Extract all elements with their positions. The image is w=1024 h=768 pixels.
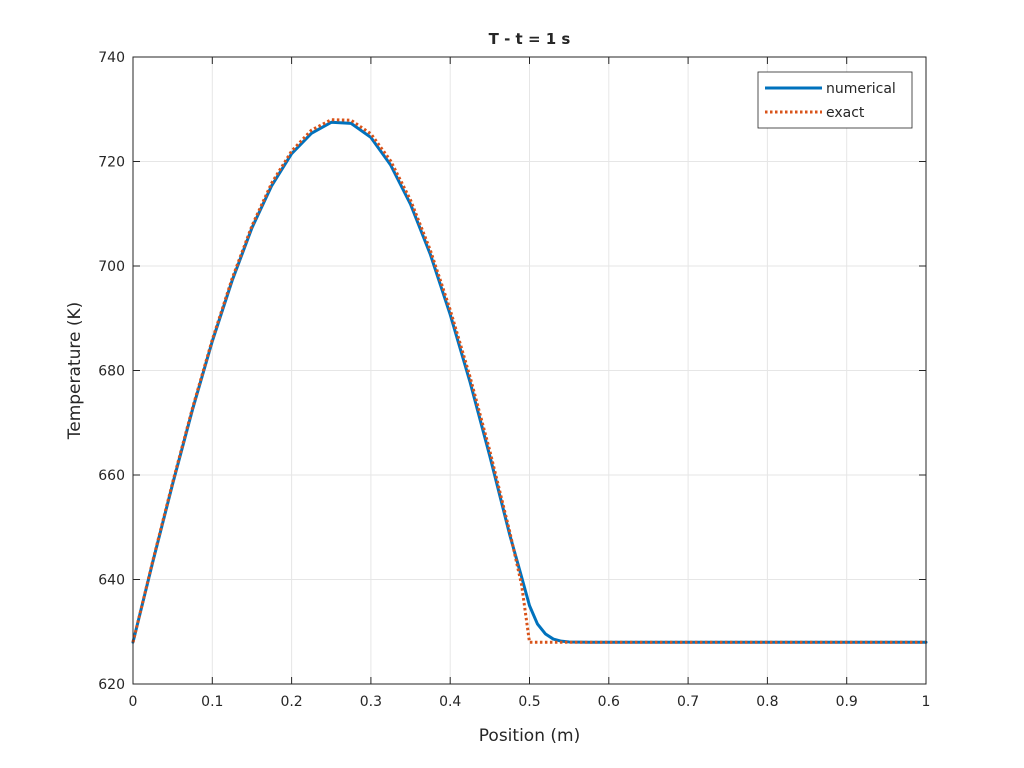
x-tick-label: 0.8 [756, 694, 778, 710]
x-tick-label: 0.3 [360, 694, 382, 710]
y-tick-label: 620 [98, 677, 125, 693]
legend-label-numerical: numerical [826, 81, 896, 97]
legend-label-exact: exact [826, 105, 865, 121]
x-tick-labels: 0 0.1 0.2 0.3 0.4 0.5 0.6 0.7 0.8 0.9 1 [129, 694, 931, 710]
x-tick-label: 0.6 [598, 694, 620, 710]
y-tick-label: 640 [98, 573, 125, 589]
x-tick-label: 0.5 [518, 694, 540, 710]
y-tick-label: 680 [98, 364, 125, 380]
tick-marks [132, 56, 927, 685]
series-line-exact [131, 118, 926, 644]
chart-title: T - t = 1 s [489, 30, 571, 48]
x-tick-label: 0 [129, 694, 138, 710]
y-axis-label: Temperature (K) [65, 302, 85, 441]
x-tick-label: 1 [922, 694, 931, 710]
y-tick-labels: 620 640 660 680 700 720 740 [98, 50, 125, 693]
x-tick-label: 0.4 [439, 694, 461, 710]
y-tick-label: 700 [98, 259, 125, 275]
x-tick-label: 0.1 [201, 694, 223, 710]
y-tick-label: 660 [98, 468, 125, 484]
y-tick-label: 740 [98, 50, 125, 66]
series-lines [131, 118, 928, 644]
x-tick-label: 0.9 [836, 694, 858, 710]
legend-box [757, 71, 913, 129]
y-tick-label: 720 [98, 155, 125, 171]
x-tick-label: 0.7 [677, 694, 699, 710]
x-tick-label: 0.2 [280, 694, 302, 710]
legend: numerical exact [757, 71, 913, 129]
x-axis-label: Position (m) [479, 726, 580, 746]
